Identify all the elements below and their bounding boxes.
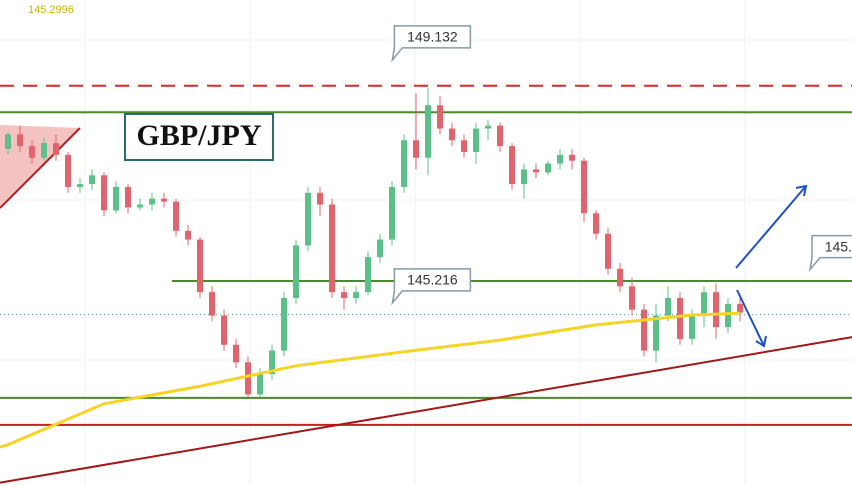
arrow-down [736, 289, 765, 347]
candle-body [389, 186, 396, 240]
callout-box [391, 268, 472, 306]
candle-body [41, 143, 48, 158]
candle-body [269, 350, 276, 374]
candle-body [617, 268, 624, 287]
candle-body [161, 198, 168, 202]
arrow-head [795, 184, 808, 197]
candle-body [113, 186, 120, 211]
candle-body [677, 298, 684, 339]
candle-body [221, 315, 228, 345]
candle-body [77, 184, 84, 187]
candle-body [17, 134, 24, 147]
candle-body [545, 163, 552, 173]
candle-body [629, 286, 636, 310]
candle-body [305, 192, 312, 246]
candle-body [737, 303, 744, 313]
candle-body [593, 213, 600, 234]
trend-line [0, 336, 852, 484]
candle-body [413, 140, 420, 158]
candle-body [173, 201, 180, 231]
candle-body [377, 239, 384, 258]
candle-body [293, 245, 300, 299]
candle-body [53, 143, 60, 155]
title-box [124, 113, 274, 161]
candle-body [341, 292, 348, 299]
chart-layer: 149.132 145.216 145.792 [0, 25, 852, 484]
candle-body [149, 198, 156, 205]
price-tag-bg [0, 0, 68, 20]
candle-body [245, 362, 252, 395]
candle-body [353, 292, 360, 299]
level-label: 145.792 [825, 238, 852, 254]
callout-box [808, 234, 852, 273]
candle-body [497, 125, 504, 147]
arrows [735, 184, 808, 348]
candle-body [533, 169, 540, 173]
candle-body [65, 154, 72, 187]
candle-body [485, 125, 492, 129]
candle-body [569, 154, 576, 161]
candle-body [101, 175, 108, 211]
chart-title: GBP/JPY [137, 119, 262, 152]
candle-body [725, 303, 732, 328]
candle-body [605, 233, 612, 269]
candle-body [425, 105, 432, 158]
candle-body [521, 169, 528, 185]
candle-body [89, 175, 96, 185]
candle-body [713, 292, 720, 328]
candle-body [689, 315, 696, 339]
arrow-head [755, 335, 767, 348]
candle-body [233, 344, 240, 363]
candle-body [257, 373, 264, 395]
candle-body [641, 309, 648, 351]
moving-average [0, 311, 741, 449]
candle-body [185, 230, 192, 240]
callout-box [391, 25, 472, 63]
candle-body [461, 140, 468, 152]
candle-body [317, 192, 324, 205]
candle-body [125, 186, 132, 208]
candle-body [437, 105, 444, 129]
candle-body [557, 154, 564, 164]
pattern-edge [0, 127, 81, 209]
candle-body [449, 128, 456, 141]
candle-body [665, 298, 672, 316]
candle-body [29, 146, 36, 158]
candle-body [365, 257, 372, 293]
candle-body [653, 315, 660, 351]
candle-body [209, 292, 216, 316]
last-price: 145.2996 [28, 4, 74, 16]
candle-body [509, 146, 516, 185]
candle-body [401, 140, 408, 187]
candle-body [137, 204, 144, 208]
candle-body [281, 298, 288, 351]
level-label: 145.216 [407, 272, 458, 288]
arrow-up [735, 185, 807, 269]
level-label: 149.132 [407, 29, 458, 45]
candle-body [581, 160, 588, 214]
candle-body [701, 292, 708, 316]
candle-body [329, 204, 336, 293]
candle-body [5, 134, 12, 150]
candle-body [197, 239, 204, 293]
candle-body [473, 128, 480, 152]
